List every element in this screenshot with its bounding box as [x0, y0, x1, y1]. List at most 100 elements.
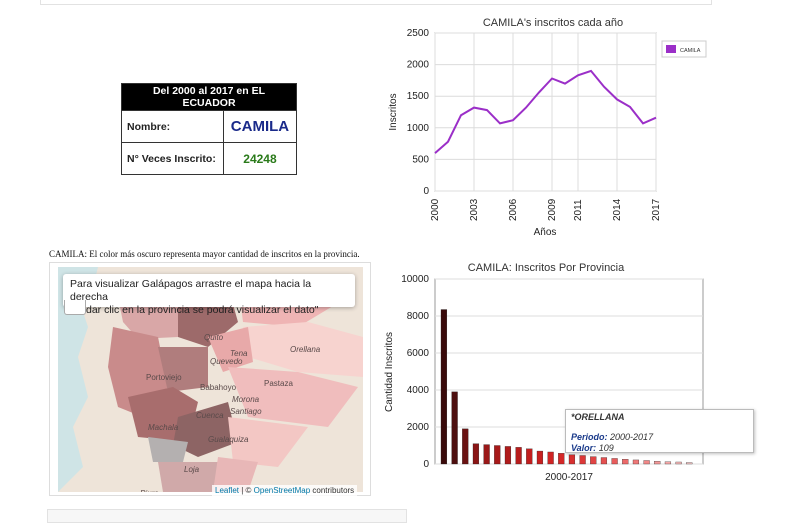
yearly-line-chart: CAMILA's inscritos cada año 0 500 1000 1500…: [388, 17, 707, 238]
leaflet-link[interactable]: Leaflet: [215, 486, 240, 495]
line-plot-area: [434, 32, 657, 192]
province-los-rios[interactable]: [158, 347, 208, 392]
line-legend[interactable]: CAMILA: [661, 40, 707, 58]
bar-y-ticks: 0 2000 4000 6000 8000 10000: [401, 274, 429, 470]
bar-province[interactable]: [664, 461, 672, 465]
summary-table: Del 2000 al 2017 en EL ECUADOR Nombre: C…: [121, 83, 298, 175]
bar-y-tick: 0: [423, 459, 429, 470]
province-zamora[interactable]: [213, 457, 258, 492]
name-label: Nombre:: [121, 110, 224, 143]
name-value: CAMILA: [222, 110, 298, 143]
bar-province[interactable]: [632, 459, 640, 465]
line-grid: [434, 32, 657, 192]
line-y-tick: 1500: [407, 91, 430, 102]
line-x-tick: 2003: [469, 198, 480, 221]
bar-province[interactable]: [504, 446, 512, 465]
bar-tooltip: *ORELLANA Periodo: 2000-2017 Valor: 109: [565, 409, 754, 453]
map-tip-line1: Para visualizar Galápagos arrastre el ma…: [70, 278, 312, 303]
line-x-tick: 2011: [573, 199, 584, 221]
bar-province[interactable]: [472, 443, 480, 465]
bar-province[interactable]: [547, 451, 554, 465]
line-y-axis-label: Inscritos: [388, 93, 399, 130]
bar-province[interactable]: [440, 309, 448, 465]
bar-province[interactable]: [611, 458, 618, 465]
map-tip-line2: "Al dar clic en la provincia se podrá vi…: [70, 304, 319, 316]
bar-province[interactable]: [451, 391, 458, 465]
bar-province[interactable]: [515, 447, 522, 465]
bar-province[interactable]: [494, 445, 501, 465]
map-label: Santiago: [230, 407, 262, 416]
map-label: Machala: [148, 423, 179, 432]
bar-province[interactable]: [526, 448, 533, 465]
map-info-tooltip: Para visualizar Galápagos arrastre el ma…: [63, 274, 355, 316]
line-y-tick: 0: [423, 186, 429, 197]
map-label: Pastaza: [264, 379, 293, 388]
tooltip-value-value: 109: [598, 443, 614, 453]
province-azuay[interactable]: [173, 402, 238, 457]
line-y-tick: 2000: [407, 60, 430, 71]
map-attribution: Leaflet | © OpenStreetMap contributors: [212, 485, 358, 496]
bar-province[interactable]: [558, 453, 565, 465]
line-x-ticks: 2000 2003 2006 2009 2011 2014 2017: [430, 198, 662, 221]
province-el-oro[interactable]: [148, 437, 188, 462]
bar-province[interactable]: [675, 461, 682, 465]
province-pastaza[interactable]: [228, 367, 358, 427]
bar-province[interactable]: [579, 455, 586, 465]
bar-series: [440, 309, 693, 465]
bar-y-tick: 6000: [407, 348, 430, 359]
bar-category-label: 2000-2017: [545, 472, 593, 483]
bar-province[interactable]: [462, 428, 469, 465]
bar-y-tick: 8000: [407, 311, 430, 322]
bar-y-tick: 4000: [407, 385, 430, 396]
legend-label: CAMILA: [680, 48, 701, 54]
bar-province[interactable]: [590, 456, 597, 465]
line-y-tick: 500: [412, 154, 429, 165]
province-orellana[interactable]: [243, 322, 363, 377]
map-caption: CAMILA: El color más oscuro representa m…: [49, 249, 360, 259]
line-x-tick: 2017: [651, 198, 662, 221]
line-x-axis-label: Años: [534, 227, 557, 238]
line-x-tick: 2000: [430, 198, 441, 221]
bar-province[interactable]: [536, 450, 544, 465]
osm-link[interactable]: OpenStreetMap: [253, 486, 311, 495]
series-line-camila: [434, 69, 657, 154]
province-napo[interactable]: [208, 327, 253, 372]
map-zoom-control[interactable]: [64, 300, 86, 315]
map-label: Loja: [184, 465, 200, 474]
top-panel-edge: [40, 0, 712, 5]
attribution-separator: | ©: [239, 486, 254, 495]
map-label: Morona: [232, 395, 260, 404]
map-label: Gualaquiza: [208, 435, 249, 444]
line-x-tick: 2006: [508, 198, 519, 221]
bar-chart-title: CAMILA: Inscritos Por Provincia: [468, 262, 625, 274]
bar-province[interactable]: [600, 457, 608, 465]
line-y-ticks: 0 500 1000 1500 2000 2500: [407, 28, 430, 197]
line-x-tick: 2014: [612, 198, 623, 221]
bar-province[interactable]: [654, 461, 661, 465]
map-label: Orellana: [290, 345, 321, 354]
bar-province[interactable]: [483, 444, 490, 465]
line-y-tick: 2500: [407, 28, 430, 39]
tooltip-value-label: Valor:: [571, 443, 597, 453]
tooltip-province: *ORELLANA: [571, 412, 625, 422]
map-label: Portoviejo: [146, 373, 182, 382]
bar-province[interactable]: [686, 462, 693, 465]
tooltip-period-label: Periodo:: [571, 432, 608, 442]
attribution-tail: contributors: [310, 486, 355, 495]
map-label: Babahoyo: [200, 383, 237, 392]
map-label: Piura: [140, 489, 159, 492]
line-x-tick: 2009: [547, 198, 558, 221]
province-loja[interactable]: [158, 462, 218, 492]
map-label: Tena: [230, 349, 248, 358]
map-label: Quito: [204, 333, 224, 342]
bar-province[interactable]: [622, 459, 629, 465]
bar-province[interactable]: [643, 460, 650, 465]
bar-province[interactable]: [568, 454, 576, 465]
summary-header: Del 2000 al 2017 en EL ECUADOR: [121, 83, 297, 111]
legend-swatch: [666, 45, 676, 53]
map-label: Cuenca: [196, 411, 224, 420]
province-morona[interactable]: [228, 417, 308, 467]
line-y-tick: 1000: [407, 123, 430, 134]
count-label: N° Veces Inscrito:: [121, 142, 224, 175]
bar-y-axis-label: Cantidad Inscritos: [384, 332, 395, 412]
